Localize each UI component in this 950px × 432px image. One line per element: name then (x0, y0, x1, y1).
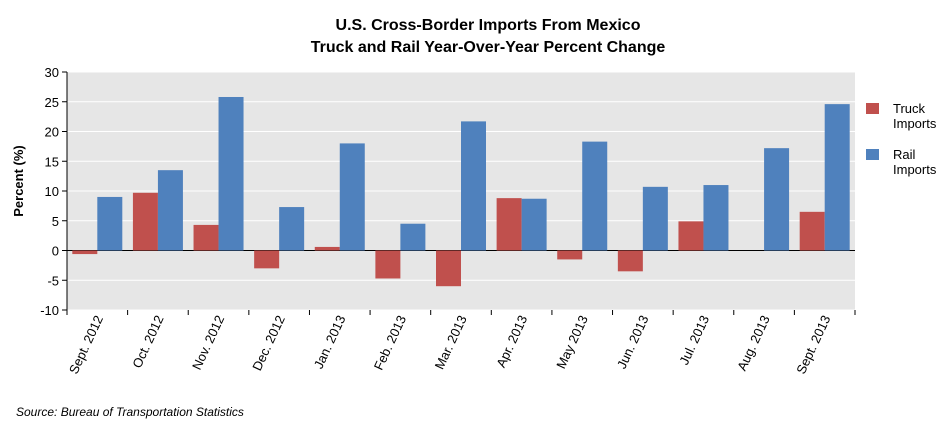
x-tick-label: Mar. 2013 (432, 313, 470, 372)
x-tick-label: May 2013 (553, 313, 591, 371)
y-axis-ticks: 30 25 20 15 10 5 0 -5 -10 (40, 65, 68, 318)
y-axis-label: Percent (%) (11, 145, 26, 217)
rail-bar (642, 186, 668, 251)
rail-bar (824, 104, 850, 251)
truck-bar (72, 250, 98, 255)
y-tick-label: 30 (45, 65, 59, 80)
rail-bar (279, 207, 305, 251)
x-tick-label: Dec. 2012 (249, 313, 288, 373)
x-tick-label: Nov. 2012 (189, 313, 227, 372)
rail-bar (582, 141, 608, 251)
truck-legend-label: Imports (893, 116, 937, 131)
y-tick-label: -10 (40, 303, 59, 318)
truck-bar (254, 250, 280, 269)
y-tick-label: 20 (45, 125, 59, 140)
y-tick-label: 15 (45, 154, 59, 169)
rail-bar (218, 96, 244, 251)
x-tick-label: Jun. 2013 (614, 313, 652, 371)
truck-legend-label: Truck (893, 101, 926, 116)
y-tick-label: 0 (52, 244, 59, 259)
rail-bar (764, 148, 790, 251)
truck-bar (193, 224, 219, 251)
rail-bar (97, 196, 123, 251)
x-tick-label: Feb. 2013 (371, 313, 409, 372)
truck-bar (557, 250, 583, 260)
rail-legend-label: Imports (893, 162, 937, 177)
y-tick-label: 5 (52, 214, 59, 229)
rail-bar (339, 143, 365, 251)
rail-bar (461, 121, 486, 251)
rail-legend-label: Rail (893, 147, 916, 162)
chart-subtitle: Truck and Rail Year-Over-Year Percent Ch… (311, 39, 666, 56)
x-axis-ticks: Sept. 2012 Oct. 2012 Nov. 2012 Dec. 2012 Jan… (66, 310, 856, 376)
x-tick-label: Apr. 2013 (493, 313, 530, 370)
truck-bar (617, 250, 643, 272)
rail-legend-swatch (866, 149, 879, 160)
chart-title: U.S. Cross-Border Imports From Mexico (336, 17, 641, 34)
x-tick-label: Sept. 2013 (793, 313, 833, 376)
truck-bar (496, 198, 522, 251)
truck-bar (678, 221, 704, 251)
truck-bar (436, 250, 461, 287)
x-tick-label: Aug. 2013 (734, 313, 773, 373)
x-tick-label: Sept. 2012 (66, 313, 106, 376)
rail-bar (521, 198, 547, 251)
truck-legend-swatch (866, 103, 879, 114)
source-note: Source: Bureau of Transportation Statist… (16, 405, 244, 419)
x-tick-label: Jul. 2013 (676, 313, 712, 367)
rail-bar (703, 185, 729, 251)
x-tick-label: Oct. 2012 (129, 313, 166, 370)
truck-bar (375, 250, 401, 279)
bars (72, 96, 850, 287)
truck-bar (799, 211, 825, 251)
rail-bar (157, 170, 183, 251)
truck-bar (132, 192, 158, 251)
truck-bar (314, 246, 340, 251)
rail-bar (400, 223, 426, 251)
y-tick-label: 25 (45, 95, 59, 110)
y-tick-label: -5 (47, 273, 59, 288)
x-tick-label: Jan. 2013 (311, 313, 349, 371)
y-tick-label: 10 (45, 184, 59, 199)
